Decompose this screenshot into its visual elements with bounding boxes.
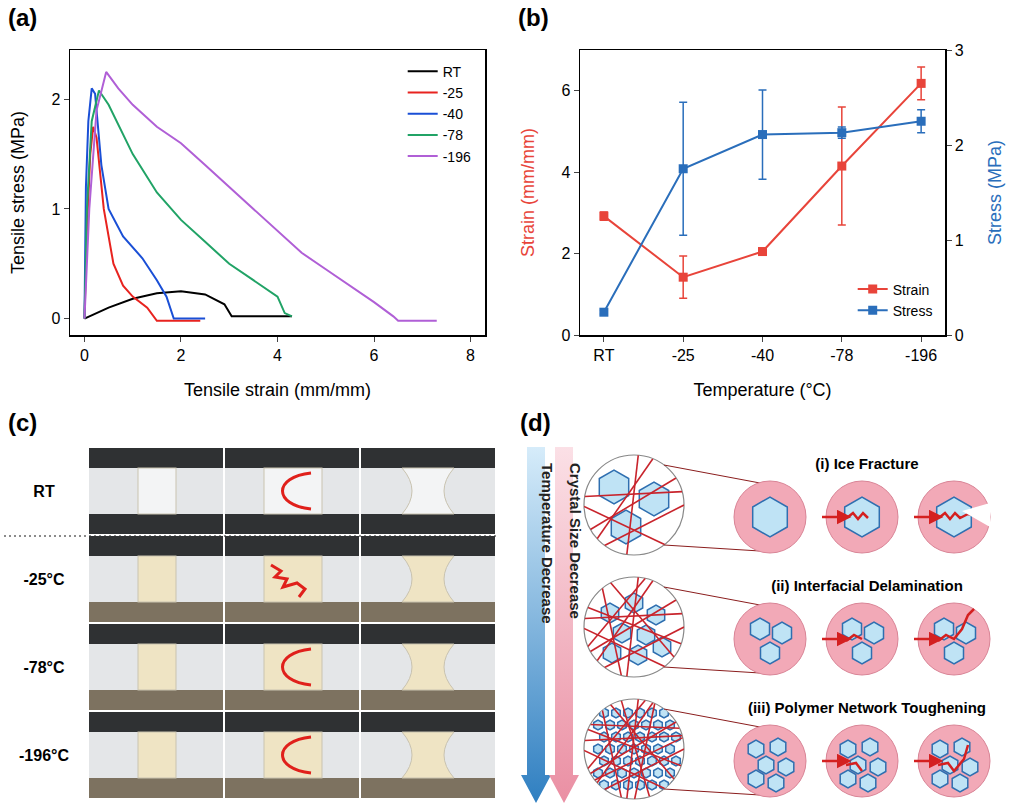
svg-text:-25: -25 (443, 85, 463, 101)
svg-text:-78: -78 (443, 127, 463, 143)
svg-text:0: 0 (51, 310, 60, 327)
svg-text:(i) Ice Fracture: (i) Ice Fracture (815, 455, 918, 472)
svg-text:Stress (MPa): Stress (MPa) (985, 140, 1005, 245)
svg-text:(iii) Polymer Network Tougheni: (iii) Polymer Network Toughening (748, 699, 986, 716)
svg-text:-196: -196 (905, 347, 937, 364)
html-text:(b): (b) (518, 4, 549, 31)
svg-text:2: 2 (561, 245, 570, 262)
svg-text:0: 0 (561, 327, 570, 344)
svg-text:6: 6 (561, 82, 570, 99)
svg-text:1: 1 (51, 201, 60, 218)
svg-text:Stress: Stress (893, 303, 933, 319)
svg-text:(ii) Interfacial Delamination: (ii) Interfacial Delamination (771, 577, 963, 594)
svg-text:4: 4 (273, 347, 282, 364)
svg-text:6: 6 (370, 347, 379, 364)
svg-text:-78: -78 (830, 347, 853, 364)
svg-text:Tensile strain (mm/mm): Tensile strain (mm/mm) (184, 380, 371, 400)
svg-text:-196°C: -196°C (19, 747, 69, 764)
svg-text:-40: -40 (751, 347, 774, 364)
svg-text:-25: -25 (672, 347, 695, 364)
svg-text:2: 2 (177, 347, 186, 364)
svg-text:RT: RT (443, 64, 462, 80)
svg-text:RT: RT (593, 347, 614, 364)
svg-text:Tensile stress (MPa): Tensile stress (MPa) (8, 111, 28, 274)
svg-text:2: 2 (51, 91, 60, 108)
html-text:(a): (a) (8, 4, 38, 31)
svg-text:3: 3 (955, 42, 964, 59)
svg-text:-40: -40 (443, 106, 463, 122)
html-text:(d): (d) (520, 409, 551, 436)
svg-text:0: 0 (80, 347, 89, 364)
svg-text:RT: RT (33, 483, 55, 500)
svg-text:Crystal Size Decrease: Crystal Size Decrease (567, 463, 584, 619)
svg-text:Strain: Strain (893, 282, 930, 298)
svg-text:2: 2 (955, 137, 964, 154)
svg-text:-78°C: -78°C (23, 659, 65, 676)
svg-text:0: 0 (955, 327, 964, 344)
svg-text:Temperature (°C): Temperature (°C) (693, 380, 831, 400)
html-text:(c): (c) (8, 409, 38, 436)
svg-text:-196: -196 (443, 149, 471, 165)
svg-text:-25°C: -25°C (23, 571, 65, 588)
svg-text:1: 1 (955, 232, 964, 249)
svg-text:Strain (mm/mm): Strain (mm/mm) (518, 128, 538, 257)
svg-text:Temperature Decrease: Temperature Decrease (539, 463, 556, 624)
svg-text:4: 4 (561, 164, 570, 181)
svg-text:8: 8 (466, 347, 475, 364)
